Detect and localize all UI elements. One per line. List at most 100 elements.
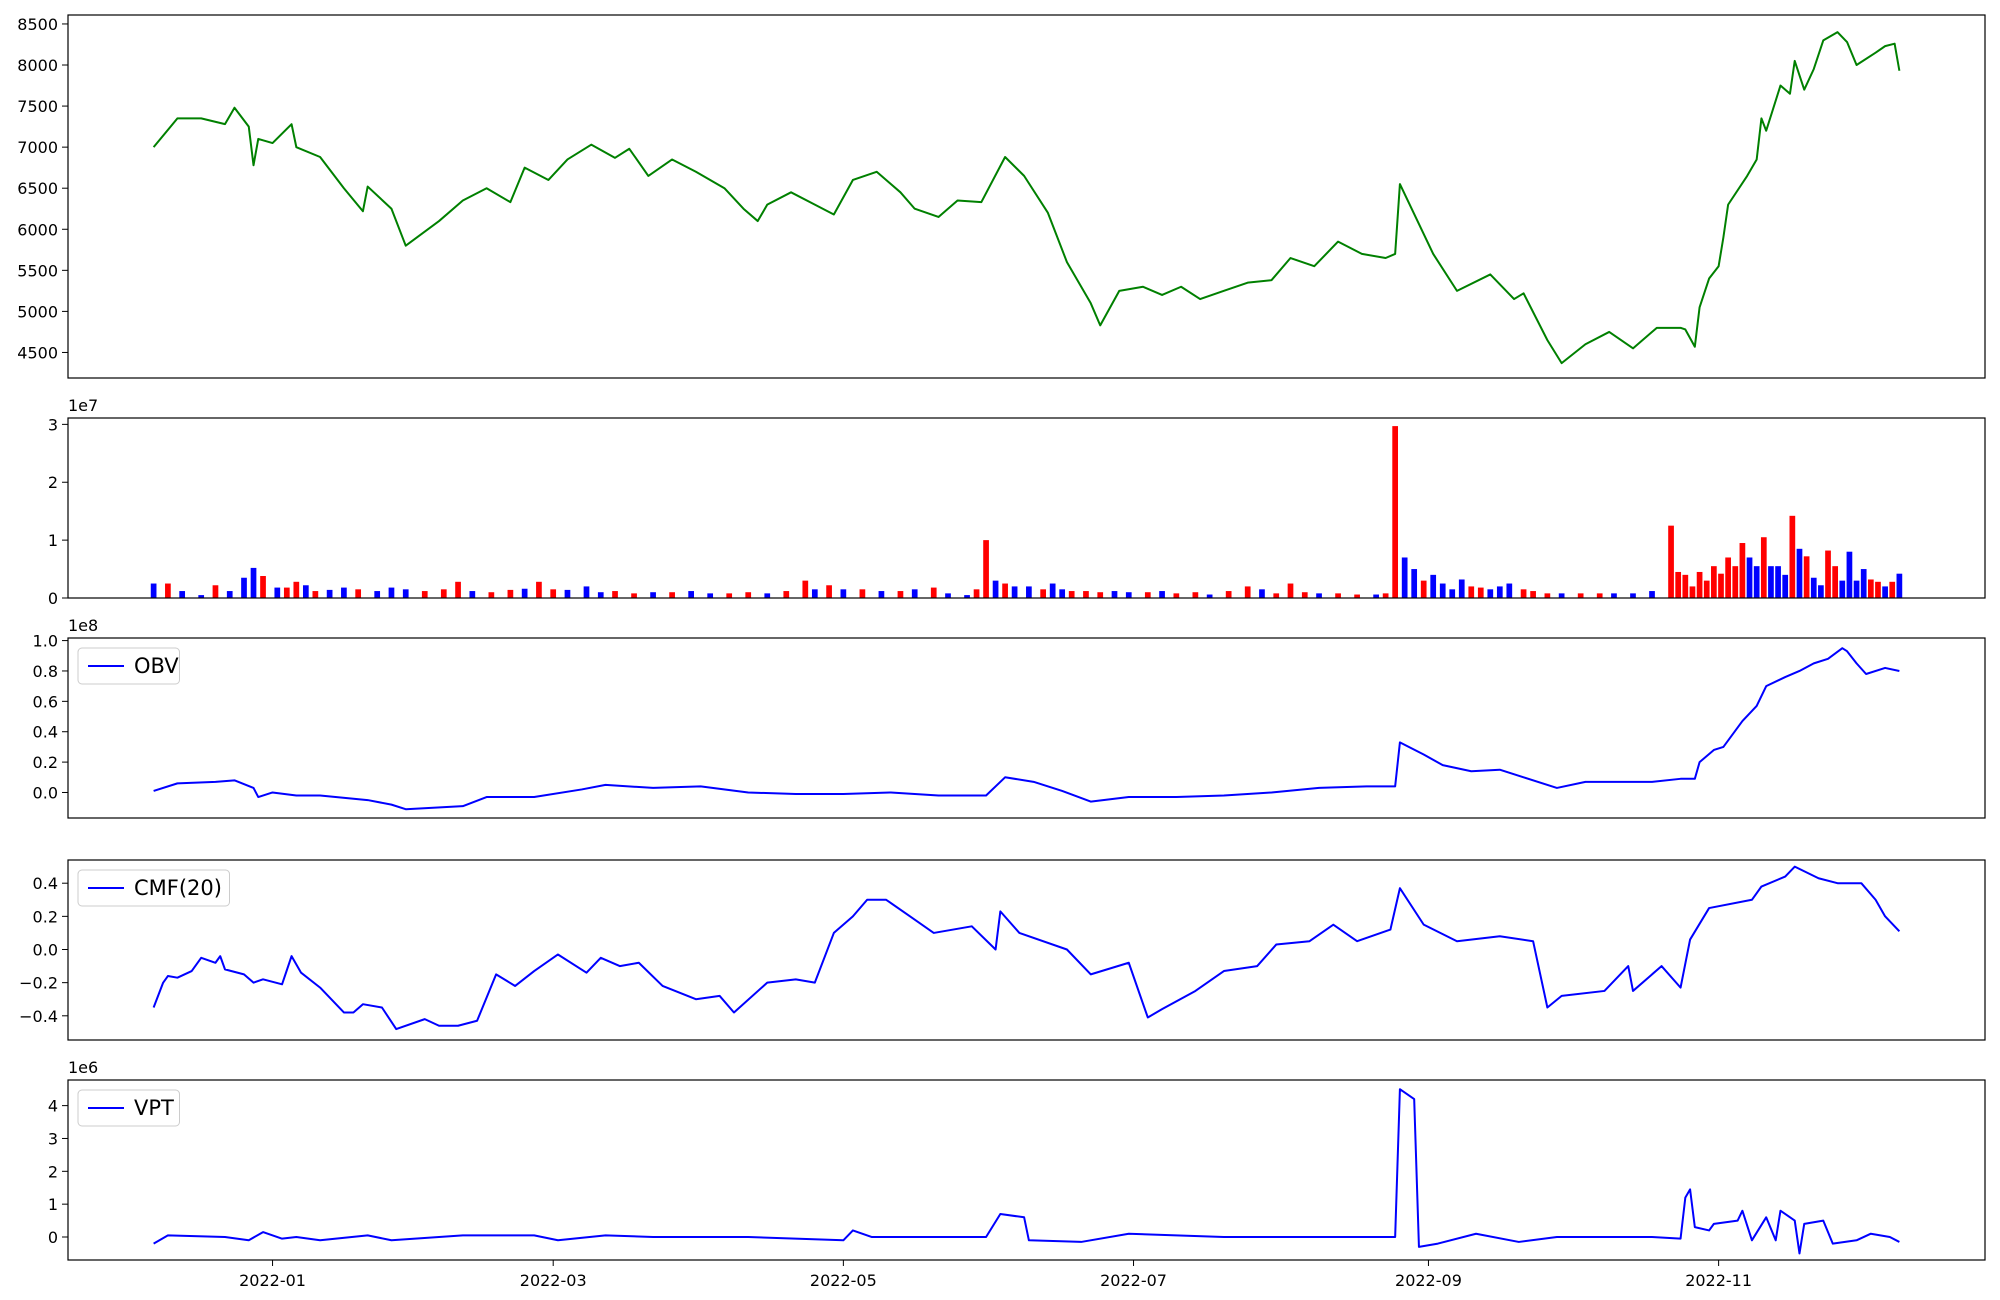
bar	[421, 591, 428, 598]
y-tick-label: 7500	[17, 97, 58, 116]
bar	[631, 593, 637, 598]
bar	[840, 589, 847, 598]
bar	[1206, 594, 1213, 598]
y-tick-label: 0.0	[33, 783, 58, 802]
y-tick-label: 1	[48, 1195, 58, 1214]
bar	[1316, 593, 1322, 598]
legend-label: CMF(20)	[134, 876, 222, 900]
y-tick-label: 0.4	[33, 723, 58, 742]
bar	[260, 576, 266, 598]
y-tick-label: 7000	[17, 138, 58, 157]
bar	[1789, 515, 1796, 598]
bar	[583, 586, 590, 598]
y-tick-label: 4	[48, 1097, 58, 1116]
bar	[897, 591, 904, 598]
bar	[1259, 589, 1265, 598]
y-tick-label: 1	[48, 531, 58, 550]
bar	[1882, 586, 1888, 598]
legend-box	[77, 1089, 180, 1127]
y-tick-label: −0.4	[19, 1007, 58, 1026]
y-tick-label: 0	[48, 1228, 58, 1247]
bar	[1144, 592, 1151, 598]
legend-label: VPT	[134, 1096, 174, 1120]
bar	[1225, 591, 1232, 598]
legend: OBV	[77, 647, 180, 685]
bar	[973, 589, 980, 598]
bar	[859, 589, 866, 598]
y-tick-label: 1.0	[33, 632, 58, 651]
bar	[802, 580, 809, 598]
axes-frame	[67, 637, 1986, 819]
y-tick-label: 5500	[17, 261, 58, 280]
bar	[1083, 591, 1089, 598]
bar	[1832, 566, 1839, 598]
bar	[1753, 566, 1760, 598]
bar	[1458, 579, 1465, 598]
bar	[1649, 591, 1655, 598]
bar	[1487, 589, 1494, 598]
bar	[1059, 589, 1066, 598]
y-tick-label: 0.0	[33, 941, 58, 960]
bar	[1682, 574, 1689, 598]
y-tick-label: 6500	[17, 179, 58, 198]
y-tick-label: 5000	[17, 302, 58, 321]
y-tick-label: 8000	[17, 56, 58, 75]
x-tick-label: 2022-05	[810, 1271, 877, 1290]
bar	[1420, 580, 1427, 598]
bar	[198, 595, 205, 598]
bar	[1544, 593, 1551, 598]
bar	[1468, 586, 1475, 598]
bar	[1111, 591, 1118, 598]
bar	[1430, 574, 1437, 598]
bar	[1853, 580, 1860, 598]
bar	[1782, 574, 1789, 598]
bar	[402, 589, 409, 598]
bar	[992, 580, 999, 598]
legend: VPT	[77, 1089, 180, 1127]
offset-text: 1e7	[68, 396, 98, 415]
y-tick-label: 0.8	[33, 662, 58, 681]
bar	[669, 592, 675, 598]
bar	[726, 593, 733, 598]
line	[153, 1088, 1900, 1255]
bar	[1477, 587, 1484, 598]
bar	[707, 593, 714, 598]
bar	[293, 581, 300, 598]
bar	[1896, 573, 1903, 598]
bar	[1803, 556, 1810, 598]
bar	[521, 588, 528, 598]
bar	[945, 593, 951, 598]
bar	[1354, 594, 1360, 598]
bar	[1159, 591, 1165, 598]
x-tick-label: 2022-09	[1395, 1271, 1462, 1290]
bar	[1839, 580, 1846, 598]
y-tick-label: 8500	[17, 15, 58, 34]
bar	[440, 589, 447, 598]
bar	[1860, 569, 1867, 598]
offset-text: 1e8	[68, 616, 98, 635]
bar	[1287, 583, 1294, 598]
bar	[878, 591, 885, 598]
bar	[1273, 593, 1280, 598]
x-tick-label: 2022-07	[1100, 1271, 1167, 1290]
bar	[1718, 573, 1724, 598]
bar	[1818, 585, 1824, 598]
bar	[1244, 586, 1251, 598]
bar	[1846, 551, 1853, 598]
bar	[250, 567, 257, 598]
bar	[1530, 591, 1536, 598]
axes-frame	[67, 417, 1986, 599]
y-tick-label: 6000	[17, 220, 58, 239]
bar	[745, 592, 752, 598]
bar	[964, 595, 970, 598]
bar	[1401, 557, 1408, 598]
bar	[1496, 586, 1503, 598]
bar	[326, 589, 333, 598]
bar	[469, 591, 476, 598]
bar	[1382, 593, 1389, 598]
line	[152, 865, 1901, 1031]
bar	[1558, 593, 1565, 598]
bar	[1867, 579, 1874, 598]
bar	[274, 587, 281, 598]
bar	[783, 591, 790, 598]
